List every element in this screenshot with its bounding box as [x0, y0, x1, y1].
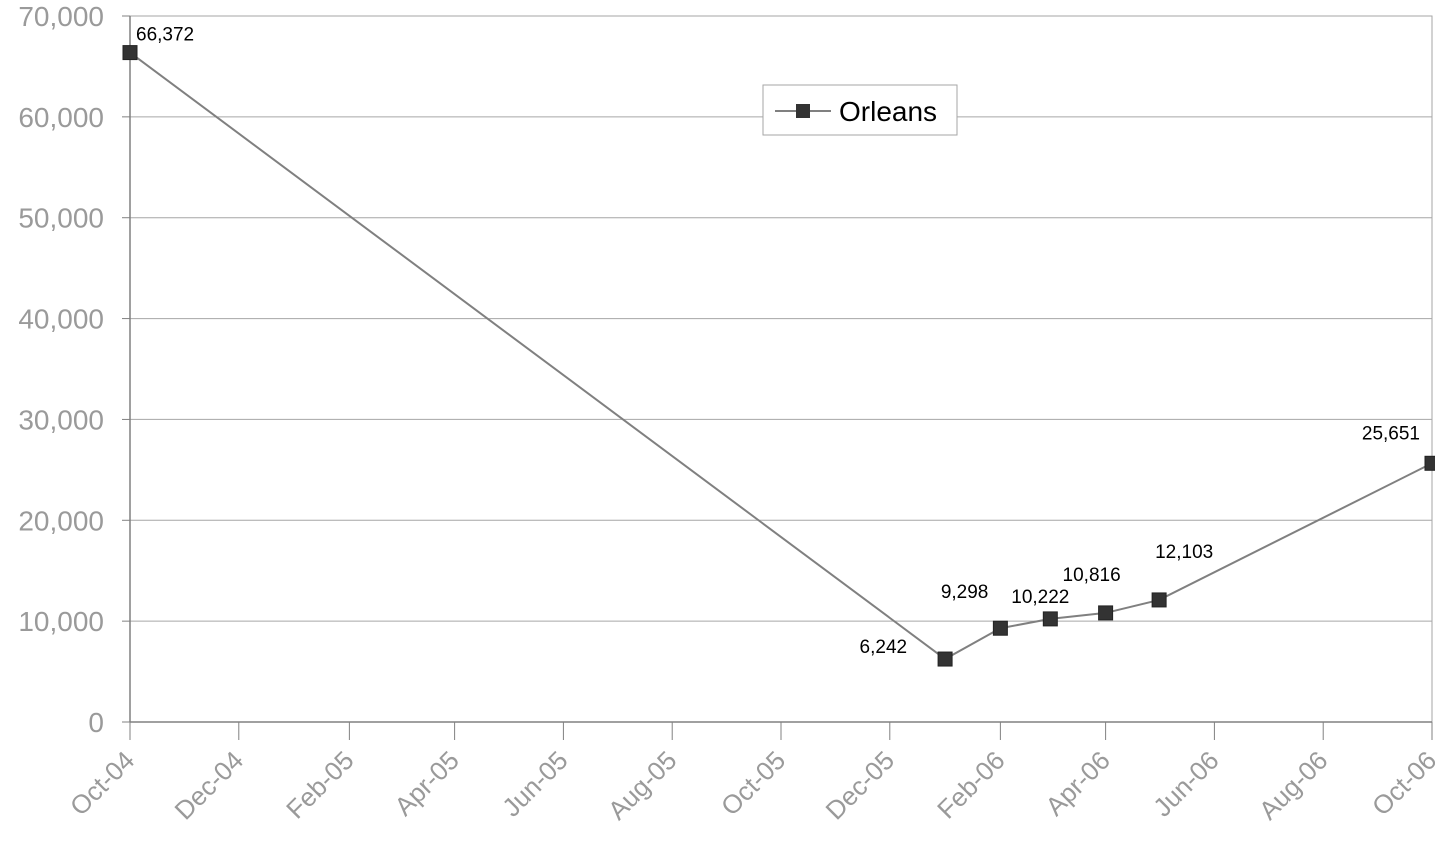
data-label: 10,222 [1011, 587, 1069, 608]
y-tick-label: 20,000 [18, 505, 104, 536]
x-tick-label: Oct-05 [715, 745, 791, 821]
x-tick-label: Jun-05 [496, 745, 573, 822]
data-point-marker [937, 651, 953, 667]
y-tick-label: 40,000 [18, 304, 104, 335]
x-tick-label: Dec-04 [169, 745, 249, 825]
y-tick-label: 60,000 [18, 102, 104, 133]
x-tick-label: Aug-06 [1253, 745, 1333, 825]
y-tick-label: 50,000 [18, 203, 104, 234]
data-point-marker [1098, 605, 1114, 621]
data-label: 12,103 [1155, 542, 1213, 563]
data-point-marker [992, 620, 1008, 636]
data-point-marker [1424, 455, 1435, 471]
x-tick-label: Dec-05 [820, 745, 900, 825]
y-tick-label: 0 [88, 707, 104, 738]
data-label: 6,242 [860, 637, 908, 658]
y-tick-label: 30,000 [18, 404, 104, 435]
legend-label: Orleans [839, 96, 937, 127]
legend-marker-swatch [796, 104, 810, 118]
x-tick-label: Oct-04 [64, 745, 140, 821]
x-tick-label: Apr-06 [1039, 745, 1115, 821]
x-tick-label: Aug-05 [602, 745, 682, 825]
x-tick-label: Feb-06 [931, 745, 1010, 824]
y-tick-label: 10,000 [18, 606, 104, 637]
data-label: 25,651 [1362, 423, 1420, 444]
x-tick-label: Jun-06 [1147, 745, 1224, 822]
data-label: 10,816 [1063, 565, 1121, 586]
x-tick-label: Feb-05 [280, 745, 359, 824]
data-point-marker [1151, 592, 1167, 608]
data-point-marker [1042, 611, 1058, 627]
y-tick-label: 70,000 [18, 1, 104, 32]
x-tick-label: Oct-06 [1366, 745, 1435, 821]
data-point-marker [122, 45, 138, 61]
data-label: 66,372 [136, 25, 194, 46]
data-label: 9,298 [941, 582, 989, 603]
series-line-orleans [129, 51, 1433, 661]
x-tick-label: Apr-05 [388, 745, 464, 821]
